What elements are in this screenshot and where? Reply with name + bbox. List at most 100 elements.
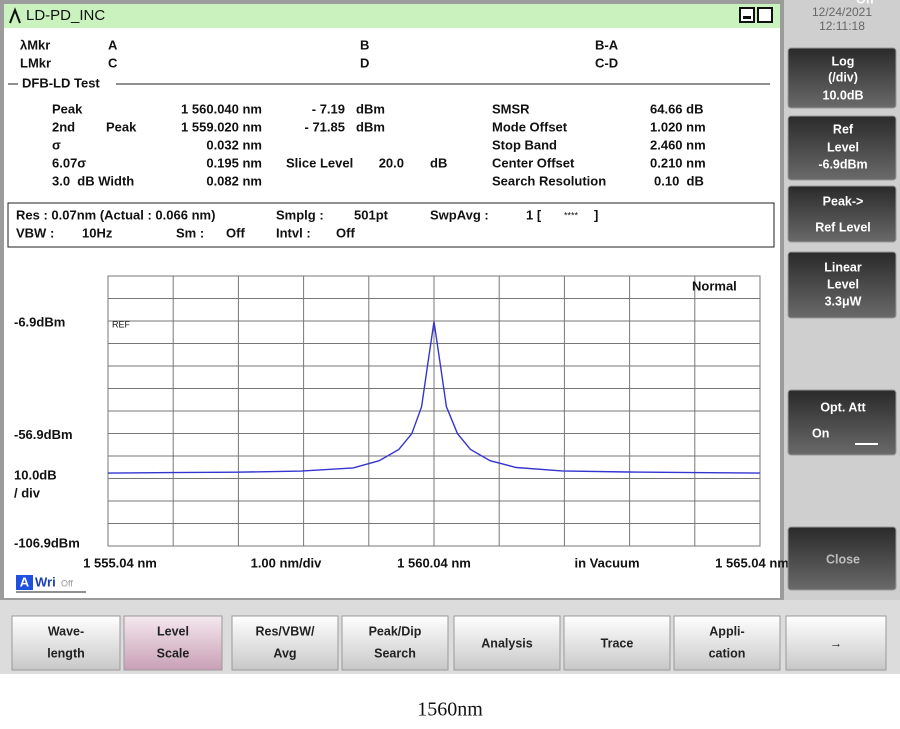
- result-text: σ: [52, 137, 61, 152]
- y-tick-label: -106.9dBm: [14, 535, 80, 550]
- softkey-label: -6.9dBm: [818, 157, 867, 171]
- caption: 1560nm: [417, 699, 483, 721]
- menu-key[interactable]: [785, 615, 887, 671]
- softkey-label: Opt. Att: [820, 400, 866, 414]
- y-tick-label: -56.9dBm: [14, 427, 73, 442]
- menu-key[interactable]: [563, 615, 671, 671]
- result-text: 6.07σ: [52, 155, 86, 170]
- menu-label: Analysis: [481, 636, 532, 650]
- result-text: - 71.85: [305, 119, 345, 134]
- marker-label: C-D: [595, 55, 618, 70]
- softkey-label: Ref Level: [815, 220, 871, 234]
- result-text: Search Resolution: [492, 173, 606, 188]
- trace-badge: [16, 575, 33, 590]
- setting-text: SwpAvg :: [430, 207, 489, 222]
- maximize-button[interactable]: [757, 7, 773, 23]
- softkey-label: 3.3μW: [825, 294, 862, 308]
- menu-label: Trace: [601, 636, 634, 650]
- menu-key[interactable]: [11, 615, 121, 671]
- menu-label: →: [830, 636, 843, 650]
- y-tick-label: -6.9dBm: [14, 314, 65, 329]
- setting-text: Off: [226, 225, 245, 240]
- setting-text: Sm :: [176, 225, 204, 240]
- setting-text: Off: [336, 225, 355, 240]
- softkey-label: Off: [856, 0, 875, 6]
- setting-text: ****: [564, 210, 579, 220]
- softkey[interactable]: [787, 389, 897, 456]
- result-text: 1.020 nm: [650, 119, 706, 134]
- marker-label: B-A: [595, 37, 619, 52]
- title-bar: [4, 4, 780, 28]
- result-text: - 7.19: [312, 101, 345, 116]
- result-text: 2nd: [52, 119, 75, 134]
- menu-key[interactable]: [123, 615, 223, 671]
- menu-key[interactable]: [231, 615, 339, 671]
- x-tick-label: 1 555.04 nm: [83, 555, 157, 570]
- scale-label: 10.0dB: [14, 467, 57, 482]
- menu-label: length: [47, 646, 85, 660]
- result-text: dBm: [356, 101, 385, 116]
- marker-label: C: [108, 55, 118, 70]
- menu-label: Wave-: [48, 624, 84, 638]
- result-text: 1 560.040 nm: [181, 101, 262, 116]
- softkey[interactable]: [787, 115, 897, 181]
- result-text: SMSR: [492, 101, 530, 116]
- marker-label: B: [360, 37, 369, 52]
- setting-text: Res : 0.07nm (Actual : 0.066 nm): [16, 207, 215, 222]
- softkey[interactable]: [787, 526, 897, 591]
- menu-label: Search: [374, 646, 416, 660]
- marker-label: D: [360, 55, 369, 70]
- softkey-label: 10.0dB: [823, 88, 864, 102]
- menu-label: cation: [709, 646, 746, 660]
- result-text: 0.10 dB: [654, 173, 704, 188]
- softkey[interactable]: [787, 47, 897, 109]
- softkey-label: Ref: [833, 122, 854, 136]
- menu-label: Res/VBW/: [255, 624, 315, 638]
- result-text: dB: [430, 155, 447, 170]
- result-text: 2.460 nm: [650, 137, 706, 152]
- trace-state: Wri: [35, 574, 56, 589]
- result-text: 0.210 nm: [650, 155, 706, 170]
- setting-text: ]: [594, 207, 598, 222]
- softkey-label: On: [812, 426, 829, 440]
- result-text: Slice Level: [286, 155, 353, 170]
- setting-text: VBW :: [16, 225, 54, 240]
- result-text: dBm: [356, 119, 385, 134]
- result-text: 20.0: [379, 155, 404, 170]
- softkey-label: Peak->: [823, 194, 864, 208]
- setting-text: Intvl :: [276, 225, 311, 240]
- menu-label: Avg: [273, 646, 296, 660]
- section-title: DFB-LD Test: [22, 75, 100, 90]
- ref-marker: REF: [112, 319, 131, 329]
- logo-icon: [9, 7, 21, 24]
- trace-id: A: [20, 574, 30, 589]
- softkey-label: Close: [826, 552, 860, 566]
- menu-label: Scale: [157, 646, 190, 660]
- menu-key[interactable]: [453, 615, 561, 671]
- result-text: Center Offset: [492, 155, 575, 170]
- x-tick-label: 1 565.04 nm: [715, 555, 789, 570]
- marker-label: λMkr: [20, 37, 50, 52]
- minimize-button[interactable]: [739, 7, 755, 23]
- softkey[interactable]: [787, 185, 897, 243]
- trace-state-sub: Off: [61, 578, 73, 588]
- scale-label: / div: [14, 485, 41, 500]
- softkey-label: (/div): [828, 70, 858, 84]
- minimize-glyph: [743, 16, 751, 19]
- marker-label: A: [108, 37, 118, 52]
- section-bg: [18, 76, 116, 92]
- result-text: 0.032 nm: [206, 137, 262, 152]
- softkey-label: Level: [827, 140, 859, 154]
- softkey[interactable]: [787, 251, 897, 319]
- softkey-label: Level: [827, 277, 859, 291]
- setting-text: 10Hz: [82, 225, 113, 240]
- settings-box: [7, 202, 775, 248]
- result-text: 64.66 dB: [650, 101, 703, 116]
- result-text: Stop Band: [492, 137, 557, 152]
- result-text: 0.082 nm: [206, 173, 262, 188]
- menu-key[interactable]: [341, 615, 449, 671]
- time: 12:11:18: [819, 19, 865, 33]
- result-text: Peak: [106, 119, 137, 134]
- menu-key[interactable]: [673, 615, 781, 671]
